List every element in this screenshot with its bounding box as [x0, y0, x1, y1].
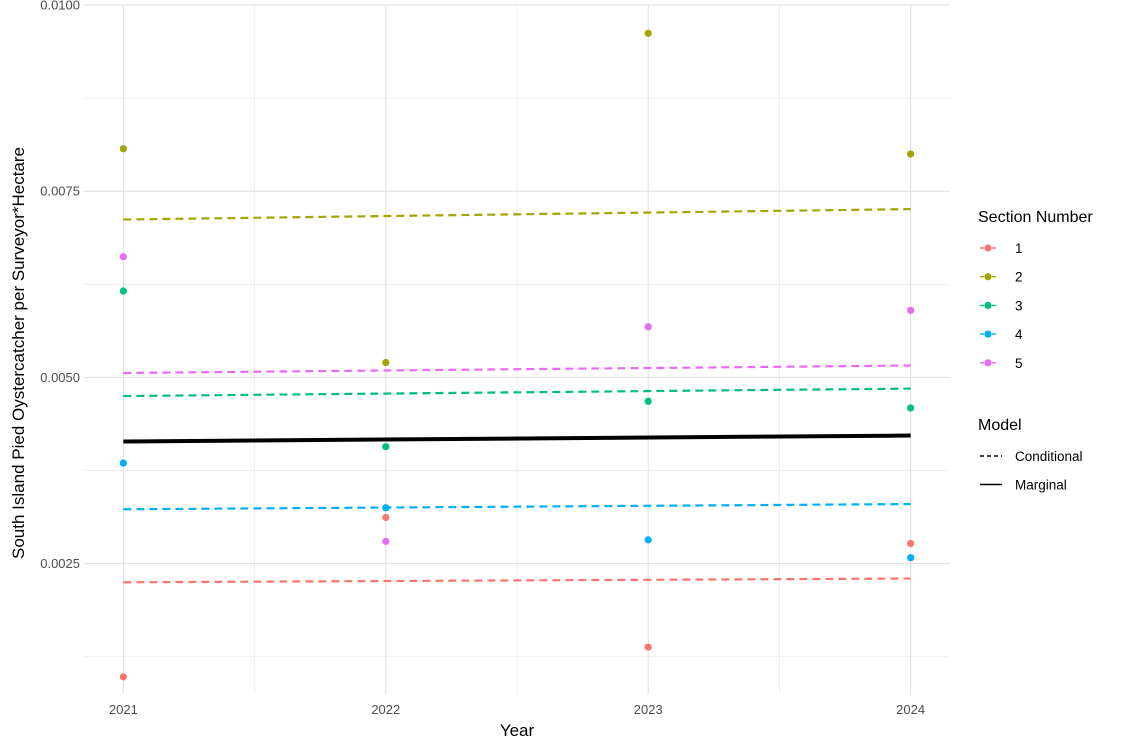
x-tick-label: 2022 — [371, 702, 400, 717]
data-point-section-5 — [119, 253, 127, 261]
data-point-section-2 — [907, 150, 915, 158]
data-point-section-1 — [907, 539, 915, 548]
legend-key-point-section-5 — [984, 359, 992, 367]
conditional-line-section-1 — [123, 577, 911, 584]
section-legend: Section Number 1 2 3 4 5 — [978, 209, 1093, 371]
marginal-line-group — [123, 433, 911, 444]
legend-key-point-section-1 — [984, 244, 992, 252]
x-axis-title: Year — [500, 721, 535, 740]
y-axis-ticks: 0.0025 0.0050 0.0075 0.0100 — [40, 0, 80, 571]
data-point-section-2 — [119, 145, 127, 153]
legend-label-section-1: 1 — [1015, 241, 1023, 256]
conditional-lines — [123, 207, 911, 584]
data-point-section-3 — [382, 443, 390, 451]
y-tick-label: 0.0075 — [40, 184, 80, 199]
y-tick-label: 0.0025 — [40, 556, 80, 571]
data-point-section-1 — [644, 643, 652, 651]
y-tick-label: 0.0050 — [40, 370, 80, 385]
legend-key-point-section-4 — [984, 330, 992, 338]
legend-label-conditional: Conditional — [1015, 449, 1083, 464]
minor-gridlines — [84, 5, 950, 694]
data-point-section-4 — [907, 554, 915, 562]
data-point-section-3 — [119, 287, 127, 295]
legend-key-point-section-3 — [984, 301, 992, 309]
data-point-section-1 — [382, 513, 390, 522]
legend-key-point-section-2 — [984, 273, 992, 281]
x-tick-label: 2024 — [896, 702, 925, 717]
conditional-line-section-5 — [123, 364, 911, 375]
legend-label-section-2: 2 — [1015, 270, 1023, 285]
data-point-section-4 — [382, 504, 390, 512]
data-point-section-3 — [907, 404, 915, 412]
data-point-section-5 — [382, 537, 390, 545]
conditional-line-section-3 — [123, 387, 911, 398]
y-tick-label: 0.0100 — [40, 0, 80, 13]
data-point-section-2 — [644, 29, 652, 37]
section-legend-title: Section Number — [978, 209, 1093, 226]
data-point-section-3 — [644, 397, 652, 405]
x-tick-label: 2023 — [634, 702, 663, 717]
data-point-section-2 — [382, 358, 390, 367]
y-axis-title: South Island Pied Oystercatcher per Surv… — [9, 147, 28, 559]
legend-label-section-3: 3 — [1015, 298, 1023, 313]
data-point-section-4 — [644, 536, 652, 544]
model-legend: Model Conditional Marginal — [978, 417, 1083, 493]
conditional-line-section-4 — [123, 502, 911, 511]
legend-label-section-4: 4 — [1015, 327, 1023, 342]
data-points — [119, 29, 915, 681]
data-point-section-1 — [119, 673, 127, 681]
legend-label-section-5: 5 — [1015, 356, 1023, 371]
data-point-section-5 — [644, 323, 652, 331]
data-point-section-5 — [907, 306, 915, 314]
conditional-line-section-2 — [123, 207, 911, 221]
x-tick-label: 2021 — [109, 702, 138, 717]
model-legend-title: Model — [978, 417, 1022, 434]
x-axis-ticks: 2021 2022 2023 2024 — [109, 702, 925, 717]
marginal-line — [123, 433, 911, 444]
data-point-section-4 — [119, 459, 127, 467]
legend-label-marginal: Marginal — [1015, 478, 1067, 493]
